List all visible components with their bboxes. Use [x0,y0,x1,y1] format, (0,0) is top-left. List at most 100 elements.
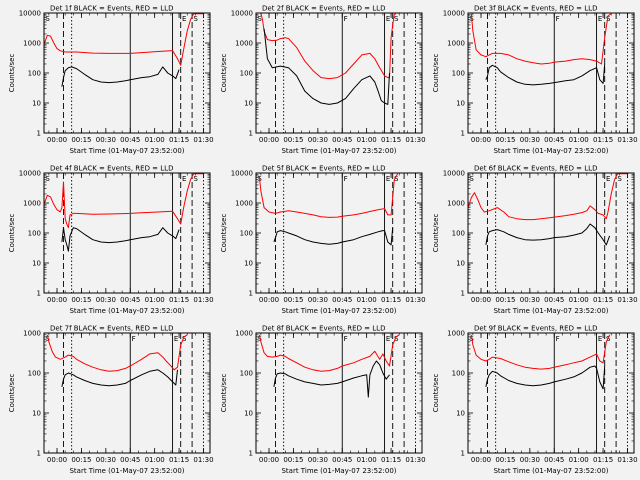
lld-series-line [258,173,399,218]
x-tick-label: 00:45 [544,136,564,144]
events-series-line [485,63,606,86]
lld-series-line [470,334,611,370]
panel-title: Det 8f BLACK = Events, RED = LLD [262,325,385,333]
region-label: F [132,335,136,343]
y-tick-label: 10 [32,100,41,108]
x-tick-label: 00:00 [471,296,491,304]
x-tick-label: 00:45 [544,456,564,464]
x-tick-label: 01:00 [569,136,589,144]
x-axis-label: Start Time (01-May-07 23:52:00) [281,307,396,315]
x-tick-label: 01:15 [169,296,189,304]
x-axis-label: Start Time (01-May-07 23:52:00) [69,467,184,475]
region-label: S [193,175,198,183]
x-tick-label: 01:00 [357,296,377,304]
lld-series-line [470,13,612,65]
x-tick-label: 01:30 [617,136,637,144]
y-tick-label: 1000 [23,200,41,208]
y-tick-label: 100 [240,70,253,78]
panel-title: Det 6f BLACK = Events, RED = LLD [474,165,597,173]
x-tick-label: 00:15 [283,456,303,464]
x-tick-label: 01:00 [145,136,165,144]
y-tick-label: 1000 [235,200,253,208]
region-label: E [182,175,186,183]
y-tick-label: 10000 [19,170,41,178]
panel-title: Det 4f BLACK = Events, RED = LLD [50,165,173,173]
x-tick-label: 00:45 [120,296,140,304]
y-tick-label: 10000 [231,170,253,178]
events-series-line [61,66,180,87]
x-tick-label: 00:30 [520,136,540,144]
x-axis-label: Start Time (01-May-07 23:52:00) [493,467,608,475]
y-tick-label: 10 [456,260,465,268]
region-label: F [556,15,560,23]
region-label: S [182,335,187,343]
y-tick-label: 1000 [447,330,465,338]
x-tick-label: 01:15 [381,296,401,304]
x-tick-label: 00:15 [71,136,91,144]
x-tick-label: 00:00 [259,456,279,464]
x-tick-label: 00:30 [308,136,328,144]
region-label: S [617,175,622,183]
region-label: S [394,15,399,23]
x-tick-label: 01:15 [169,136,189,144]
panel-4: Det 4f BLACK = Events, RED = LLD Counts/s… [8,165,214,316]
y-tick-label: 100 [240,370,253,378]
events-series-line [263,28,390,105]
y-tick-label: 100 [452,370,465,378]
y-tick-label: 100 [28,370,41,378]
y-tick-label: 100 [452,230,465,238]
x-tick-label: 01:15 [169,456,189,464]
region-label: S [469,175,474,183]
x-tick-label: 01:00 [357,456,377,464]
x-tick-label: 01:00 [145,296,165,304]
x-tick-label: 01:30 [617,296,637,304]
x-tick-label: 00:30 [308,456,328,464]
x-tick-label: 00:00 [47,136,67,144]
plot-frame [255,332,423,454]
plot-frame [467,12,635,134]
y-tick-label: 1 [461,450,465,458]
panel-title: Det 5f BLACK = Events, RED = LLD [262,165,385,173]
x-axis-label: Start Time (01-May-07 23:52:00) [493,147,608,155]
x-tick-label: 00:30 [96,296,116,304]
events-series-line [61,369,178,388]
x-tick-label: 00:00 [259,296,279,304]
y-axis-label: Counts/sec [220,214,228,253]
x-tick-label: 00:00 [47,296,67,304]
y-axis-label: Counts/sec [432,54,440,93]
plot-frame [43,12,211,134]
y-tick-label: 10000 [443,170,465,178]
region-label: S [606,335,611,343]
region-label: E [174,335,178,343]
x-axis-label: Start Time (01-May-07 23:52:00) [69,147,184,155]
events-series-line [61,227,180,252]
x-tick-label: 01:30 [617,456,637,464]
plot-frame [43,332,211,454]
events-series-line [273,227,394,246]
region-label: F [344,175,348,183]
y-axis-label: Counts/sec [8,54,16,93]
y-tick-label: 100 [240,230,253,238]
region-label: S [193,15,198,23]
x-tick-label: 01:00 [569,456,589,464]
y-tick-label: 10 [244,100,253,108]
x-tick-label: 00:15 [71,456,91,464]
region-label: E [598,15,602,23]
lld-series-line [258,334,400,372]
region-label: E [606,175,610,183]
panel-title: Det 7f BLACK = Events, RED = LLD [50,325,173,333]
plot-frame [255,12,423,134]
region-label: S [606,15,611,23]
x-tick-label: 01:00 [569,296,589,304]
y-tick-label: 1 [249,130,253,138]
lld-series-line [44,173,204,229]
x-tick-label: 00:30 [520,456,540,464]
y-tick-label: 1 [37,290,41,298]
x-axis-label: Start Time (01-May-07 23:52:00) [493,307,608,315]
y-tick-label: 10 [456,410,465,418]
x-axis-label: Start Time (01-May-07 23:52:00) [69,307,184,315]
region-label: E [182,15,186,23]
panel-3: Det 3f BLACK = Events, RED = LLD Counts/s… [432,5,638,156]
y-axis-label: Counts/sec [220,374,228,413]
